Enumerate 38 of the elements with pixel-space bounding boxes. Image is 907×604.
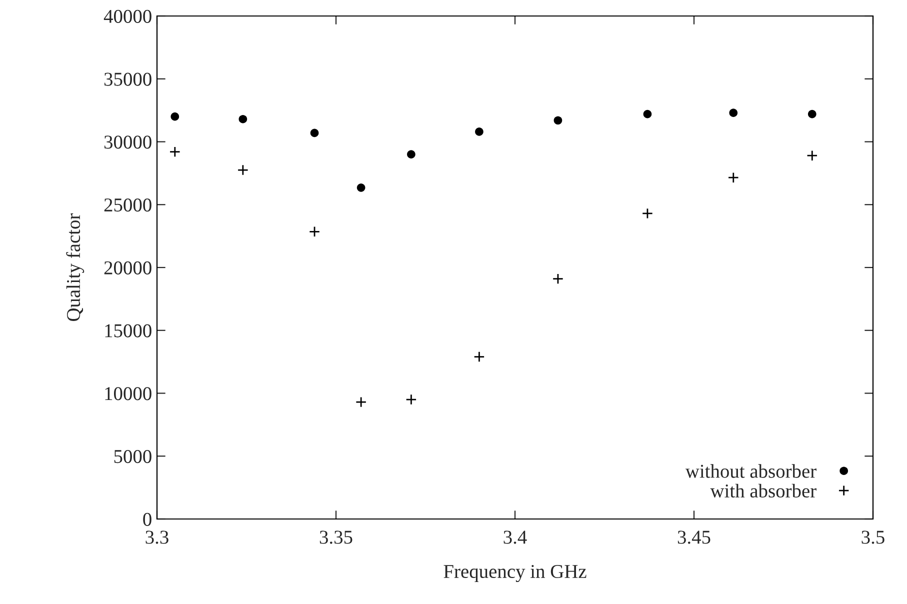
point xyxy=(169,146,180,158)
point xyxy=(170,112,180,121)
x-tick-label: 3.3 xyxy=(146,530,168,544)
point xyxy=(554,116,562,125)
y-tick-label: 40000 xyxy=(104,10,152,23)
point xyxy=(238,114,248,124)
legend-label: with absorber xyxy=(710,484,816,498)
point xyxy=(237,164,248,176)
y-axis-title: Quality factor xyxy=(66,213,84,321)
y-tick-label: 15000 xyxy=(105,324,152,338)
point xyxy=(407,150,416,158)
legend-label: without absorber xyxy=(685,464,816,478)
point xyxy=(728,172,739,184)
y-tick-label: 10000 xyxy=(105,387,152,400)
y-tick-label: 0 xyxy=(143,512,152,526)
x-axis-title: Frequency in GHz xyxy=(444,564,586,582)
point xyxy=(552,273,564,284)
y-tick-label: 25000 xyxy=(104,198,152,212)
x-tick-label: 3.35 xyxy=(320,530,352,544)
point xyxy=(474,351,485,362)
point xyxy=(406,394,417,406)
x-tick-label: 3.4 xyxy=(504,530,527,544)
point xyxy=(475,128,484,136)
y-tick-label: 20000 xyxy=(104,261,152,274)
point xyxy=(643,110,652,118)
x-tick-label: 3.5 xyxy=(862,530,884,544)
x-tick-label: 3.45 xyxy=(678,530,710,544)
point xyxy=(356,396,367,408)
point xyxy=(808,110,816,118)
point xyxy=(310,128,319,138)
point xyxy=(729,108,738,117)
y-tick-label: 30000 xyxy=(104,136,152,149)
y-tick-label: 5000 xyxy=(114,450,152,464)
y-tick-label: 35000 xyxy=(104,72,152,86)
point xyxy=(642,208,654,219)
point xyxy=(308,226,320,238)
point xyxy=(806,150,818,162)
point xyxy=(356,183,366,192)
